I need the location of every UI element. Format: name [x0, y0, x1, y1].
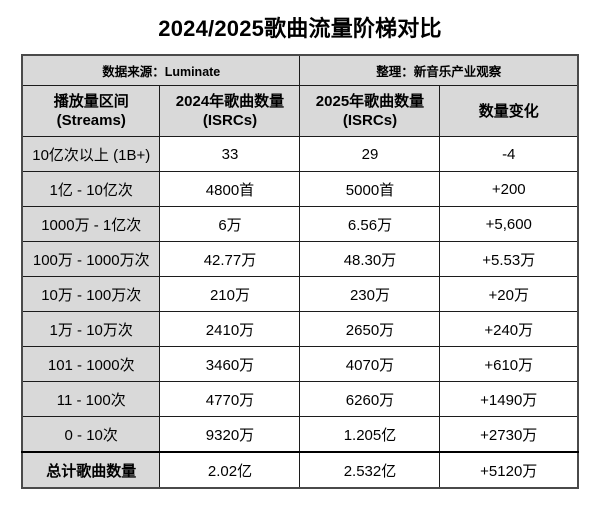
change-cell: +5120万 — [439, 451, 579, 489]
count-2025-cell: 5000首 — [299, 171, 441, 208]
change-cell: +2730万 — [439, 416, 579, 453]
column-header-2025: 2025年歌曲数量 (ISRCs) — [299, 85, 441, 138]
data-source-cell: 数据来源：Luminate — [21, 54, 301, 87]
table-row: 101 - 1000次 3460万 4070万 +610万 — [21, 346, 579, 383]
source-row: 数据来源：Luminate 整理：新音乐产业观察 — [21, 54, 579, 87]
table-row: 100万 - 1000万次 42.77万 48.30万 +5.53万 — [21, 241, 579, 278]
change-cell: +610万 — [439, 346, 579, 383]
table-row: 1亿 - 10亿次 4800首 5000首 +200 — [21, 171, 579, 208]
tier-cell: 0 - 10次 — [21, 416, 161, 453]
change-cell: +240万 — [439, 311, 579, 348]
table-row: 10万 - 100万次 210万 230万 +20万 — [21, 276, 579, 313]
tier-cell: 10万 - 100万次 — [21, 276, 161, 313]
count-2025-cell: 6260万 — [299, 381, 441, 418]
tier-cell: 11 - 100次 — [21, 381, 161, 418]
column-header-streams: 播放量区间 (Streams) — [21, 85, 161, 138]
count-2024-cell: 2410万 — [159, 311, 301, 348]
count-2025-cell: 230万 — [299, 276, 441, 313]
count-2024-cell: 42.77万 — [159, 241, 301, 278]
change-cell: +5,600 — [439, 206, 579, 243]
table-row: 11 - 100次 4770万 6260万 +1490万 — [21, 381, 579, 418]
count-2024-cell: 6万 — [159, 206, 301, 243]
total-row: 总计歌曲数量 2.02亿 2.532亿 +5120万 — [21, 451, 579, 489]
tier-cell: 1亿 - 10亿次 — [21, 171, 161, 208]
count-2025-cell: 29 — [299, 136, 441, 173]
change-cell: +1490万 — [439, 381, 579, 418]
count-2024-cell: 4800首 — [159, 171, 301, 208]
count-2025-cell: 6.56万 — [299, 206, 441, 243]
change-cell: +200 — [439, 171, 579, 208]
count-2025-cell: 48.30万 — [299, 241, 441, 278]
tier-cell: 10亿次以上 (1B+) — [21, 136, 161, 173]
count-2024-cell: 3460万 — [159, 346, 301, 383]
comparison-table: 数据来源：Luminate 整理：新音乐产业观察 播放量区间 (Streams)… — [20, 54, 579, 490]
page-title: 2024/2025歌曲流量阶梯对比 — [158, 16, 442, 41]
tier-cell: 1万 - 10万次 — [21, 311, 161, 348]
count-2024-cell: 33 — [159, 136, 301, 173]
count-2025-cell: 1.205亿 — [299, 416, 441, 453]
count-2024-cell: 2.02亿 — [159, 451, 301, 489]
header-row: 播放量区间 (Streams) 2024年歌曲数量 (ISRCs) 2025年歌… — [21, 85, 579, 138]
compiler-cell: 整理：新音乐产业观察 — [299, 54, 579, 87]
change-cell: +5.53万 — [439, 241, 579, 278]
change-cell: +20万 — [439, 276, 579, 313]
tier-cell: 1000万 - 1亿次 — [21, 206, 161, 243]
count-2024-cell: 9320万 — [159, 416, 301, 453]
column-header-change: 数量变化 — [439, 85, 579, 138]
tier-cell: 100万 - 1000万次 — [21, 241, 161, 278]
table-row: 10亿次以上 (1B+) 33 29 -4 — [21, 136, 579, 173]
count-2025-cell: 2650万 — [299, 311, 441, 348]
table-row: 1万 - 10万次 2410万 2650万 +240万 — [21, 311, 579, 348]
tier-cell: 总计歌曲数量 — [21, 451, 161, 489]
table-row: 0 - 10次 9320万 1.205亿 +2730万 — [21, 416, 579, 453]
tier-cell: 101 - 1000次 — [21, 346, 161, 383]
count-2024-cell: 4770万 — [159, 381, 301, 418]
change-cell: -4 — [439, 136, 579, 173]
count-2025-cell: 2.532亿 — [299, 451, 441, 489]
count-2025-cell: 4070万 — [299, 346, 441, 383]
column-header-2024: 2024年歌曲数量 (ISRCs) — [159, 85, 301, 138]
count-2024-cell: 210万 — [159, 276, 301, 313]
table-row: 1000万 - 1亿次 6万 6.56万 +5,600 — [21, 206, 579, 243]
